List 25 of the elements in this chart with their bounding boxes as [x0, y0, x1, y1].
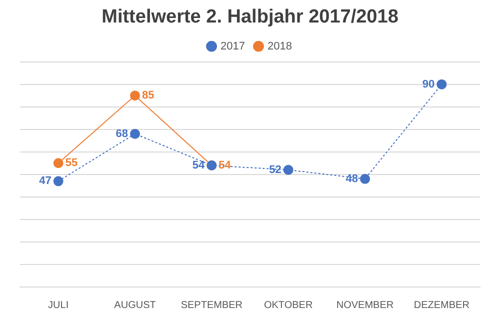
point	[53, 176, 64, 186]
point	[360, 174, 370, 184]
legend-label: 2017	[220, 40, 246, 52]
x-tick-label: NOVEMBER	[336, 300, 394, 311]
legend-label: 2018	[268, 40, 292, 52]
point	[436, 79, 447, 90]
point	[283, 164, 294, 175]
x-tick-label: DEZEMBER	[414, 300, 470, 311]
data-label: 55	[65, 157, 78, 170]
chart-title: Mittelwerte 2. Halbjahr 2017/2018	[102, 6, 398, 28]
data-label: 48	[346, 172, 358, 185]
data-label: 85	[142, 90, 154, 102]
x-tick-label: SEPTEMBER	[180, 300, 243, 311]
x-tick-label: JULI	[48, 300, 69, 311]
point	[130, 128, 140, 139]
x-tick-label: OKTOBER	[264, 300, 313, 311]
x-tick-label: AUGUST	[114, 300, 156, 311]
data-label: 54	[192, 159, 206, 172]
data-label: 47	[39, 175, 52, 188]
data-label: 68	[116, 128, 128, 140]
data-label: 52	[269, 164, 282, 176]
data-label: 54	[218, 159, 232, 172]
point	[53, 158, 64, 168]
point	[130, 90, 140, 101]
data-label: 90	[422, 78, 435, 90]
